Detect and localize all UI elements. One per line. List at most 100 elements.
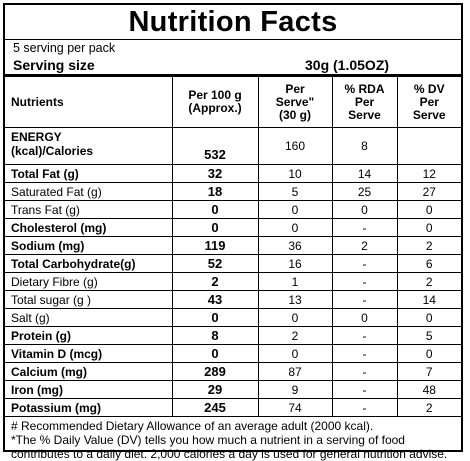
value-per-100g: 0 [171,308,259,327]
value-per-serve: 5 [257,182,333,201]
table-row: Calcium (mg) 289 87-7 [5,362,461,381]
energy-name-line2: (kcal)/Calories [11,144,94,158]
value-per-100g: 32 [171,164,259,183]
value-per-100g: 119 [171,236,259,255]
value-per-serve: 16 [257,254,333,273]
value-per-serve: 87 [257,362,333,381]
value-dv: 5 [396,326,461,345]
table-row: Vitamin D (mcg) 0 0-0 [5,344,461,363]
value-per-100g: 29 [171,380,259,399]
nutrient-name: Potassium (mg) [5,398,173,417]
table-row: Total sugar (g ) 43 13-14 [5,290,461,309]
value-rda: - [331,254,398,273]
value-rda: 2 [331,236,398,255]
energy-dv [396,127,461,165]
nutrient-name: Saturated Fat (g) [5,182,173,201]
value-per-serve: 13 [257,290,333,309]
header-rda-line1: % RDA [344,81,385,96]
value-rda: - [331,290,398,309]
table-row: Salt (g) 0 0 0 0 [5,308,461,327]
value-per-100g: 0 [171,218,259,237]
table-row: Total Carbohydrate(g) 52 16-6 [5,254,461,273]
value-per-serve: 74 [257,398,333,417]
value-dv: 2 [396,272,461,291]
energy-name: ENERGY (kcal)/Calories [5,127,173,165]
table-row: Potassium (mg) 245 74-2 [5,398,461,417]
value-dv: 7 [396,362,461,381]
header-per-100g-line1: Per 100 g [188,88,242,102]
table-row: Total Fat (g) 32 10 14 12 [5,164,461,183]
header-rda: % RDA Per Serve [331,76,398,128]
header-dv: % DV Per Serve [396,76,461,128]
value-rda: - [331,362,398,381]
nutrition-facts-panel: Nutrition Facts 5 serving per pack Servi… [3,3,463,461]
energy-perserve: 160 [257,127,333,165]
nutrition-table: Nutrients Per 100 g (Approx.) Per Serve"… [5,76,461,417]
nutrient-name: Iron (mg) [5,380,173,399]
header-per-serve-line2: Serve" [275,94,315,109]
value-per-serve: 0 [257,344,333,363]
nutrient-name: Sodium (mg) [5,236,173,255]
value-per-100g: 0 [171,200,259,219]
value-dv: 14 [396,290,461,309]
table-row: Protein (g) 8 2-5 [5,326,461,345]
header-per-100g-line2: (Approx.) [188,101,242,115]
value-per-100g: 2 [171,272,259,291]
nutrient-name: Trans Fat (g) [5,200,173,219]
value-rda: - [331,398,398,417]
value-per-serve: 0 [257,308,333,327]
value-per-serve: 0 [257,200,333,219]
header-per-serve-line3: (30 g) [278,107,311,122]
value-dv: 0 [396,308,461,327]
nutrient-name: Dietary Fibre (g) [5,272,173,291]
header-per-serve-line1: Per [285,81,305,96]
value-per-serve: 9 [257,380,333,399]
value-per-100g: 18 [171,182,259,201]
value-rda: - [331,380,398,399]
servings-per-pack: 5 serving per pack [13,41,116,55]
table-row: Sodium (mg) 119 36 2 2 [5,236,461,255]
header-per-serve: Per Serve" (30 g) [257,76,333,128]
value-rda: 0 [331,200,398,219]
value-rda: 14 [331,164,398,183]
serving-size-label: Serving size [13,57,95,73]
footnote-rda: # Recommended Dietary Allowance of an av… [11,419,374,433]
value-rda: 25 [331,182,398,201]
value-per-100g: 43 [171,290,259,309]
header-rda-line3: Serve [348,107,381,122]
value-per-serve: 36 [257,236,333,255]
page-title: Nutrition Facts [5,5,461,40]
header-rda-line2: Per [354,94,375,109]
nutrient-name: Vitamin D (mcg) [5,344,173,363]
table-header-row: Nutrients Per 100 g (Approx.) Per Serve"… [5,76,461,128]
table-row: Trans Fat (g) 0 0 0 0 [5,200,461,219]
header-nutrients: Nutrients [5,76,173,128]
value-dv: 2 [396,236,461,255]
value-per-100g: 52 [171,254,259,273]
value-dv: 48 [396,380,461,399]
value-per-serve: 0 [257,218,333,237]
energy-rda: 8 [331,127,398,165]
value-dv: 0 [396,344,461,363]
value-dv: 27 [396,182,461,201]
table-row: Iron (mg) 29 9-48 [5,380,461,399]
header-per-100g: Per 100 g (Approx.) [171,76,259,128]
header-dv-line1: % DV [413,81,445,96]
nutrient-name: Cholesterol (mg) [5,218,173,237]
energy-name-line1: ENERGY [11,130,62,144]
value-per-serve: 2 [257,326,333,345]
nutrient-name: Salt (g) [5,308,173,327]
serving-size-value: 30g (1.05OZ) [305,57,390,73]
nutrient-name: Total Fat (g) [5,164,173,183]
footnote-dv: *The % Daily Value (DV) tells you how mu… [11,433,448,461]
value-dv: 0 [396,200,461,219]
value-per-serve: 10 [257,164,333,183]
value-per-100g: 289 [171,362,259,381]
nutrient-name: Total sugar (g ) [5,290,173,309]
value-rda: - [331,218,398,237]
header-dv-line3: Serve [412,107,446,122]
value-per-100g: 8 [171,326,259,345]
value-dv: 0 [396,218,461,237]
footnotes: # Recommended Dietary Allowance of an av… [5,417,461,461]
nutrient-name: Total Carbohydrate(g) [5,254,173,273]
